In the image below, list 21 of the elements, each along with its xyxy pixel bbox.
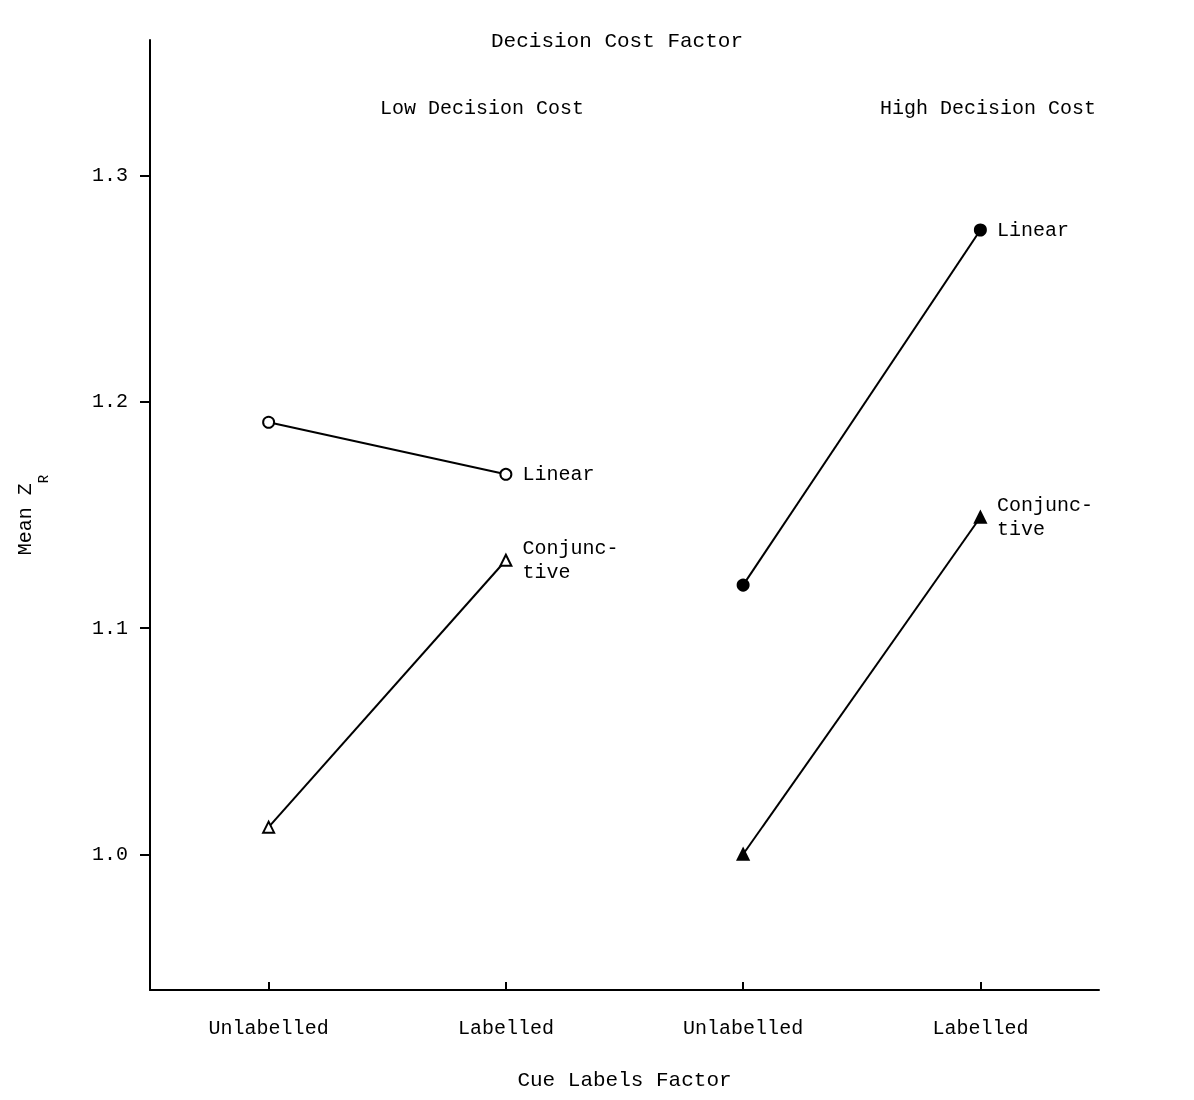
- series-label: Linear: [522, 462, 595, 486]
- x-tick-label: Unlabelled: [208, 1016, 329, 1040]
- y-tick-label: 1.2: [91, 390, 128, 414]
- x-axis-title: Cue Labels Factor: [517, 1069, 732, 1092]
- y-tick-label: 1.1: [91, 616, 128, 640]
- annotation: High Decision Cost: [879, 96, 1097, 120]
- series-label: Conjunc- tive: [522, 536, 619, 584]
- point: [973, 223, 987, 237]
- point: [262, 415, 276, 429]
- x-tick-label: Unlabelled: [683, 1016, 804, 1040]
- y-tick-label: 1.3: [91, 164, 128, 188]
- chart-title: Decision Cost Factor: [490, 30, 744, 53]
- y-axis-title: Mean ZR: [13, 474, 52, 556]
- series-label: Linear: [996, 218, 1069, 242]
- point: [499, 467, 513, 481]
- y-tick-label: 1.0: [91, 842, 128, 866]
- annotation: Low Decision Cost: [379, 96, 585, 120]
- x-tick-label: Labelled: [932, 1016, 1029, 1040]
- point: [736, 578, 750, 592]
- x-tick-label: Labelled: [457, 1016, 554, 1040]
- series-label: Conjunc- tive: [996, 493, 1093, 541]
